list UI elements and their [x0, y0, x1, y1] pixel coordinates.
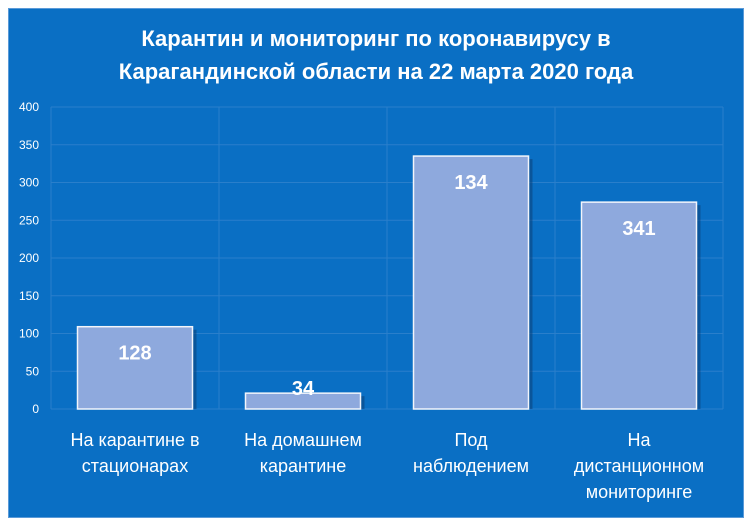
- x-tick-label-0-line-0: На карантине в: [70, 430, 199, 450]
- y-tick-label-150: 150: [19, 289, 39, 303]
- bar-1: [244, 392, 362, 410]
- x-tick-label-1-line-0: На домашнем: [244, 430, 362, 450]
- x-tick-label-2-line-0: Под: [454, 430, 488, 450]
- chart-title-line-1: Карантин и мониторинг по коронавирусу в: [141, 26, 611, 51]
- y-tick-label-100: 100: [19, 327, 39, 341]
- bar-3: [580, 201, 698, 410]
- chart-title: Карантин и мониторинг по коронавирусу в …: [0, 22, 752, 88]
- bar-0: [76, 325, 194, 410]
- x-tick-label-2-line-1: наблюдением: [413, 456, 529, 476]
- x-tick-label-3-line-0: На: [627, 430, 651, 450]
- bar-2: [412, 155, 530, 410]
- data-label-3: 341: [622, 218, 655, 240]
- y-tick-label-350: 350: [19, 138, 39, 152]
- data-label-0: 128: [118, 343, 151, 365]
- x-tick-label-0-line-1: стационарах: [82, 456, 188, 476]
- y-tick-label-400: 400: [19, 100, 39, 114]
- y-tick-label-0: 0: [32, 402, 39, 416]
- x-tick-label-1-line-1: карантине: [260, 456, 347, 476]
- data-label-1: 34: [292, 378, 315, 400]
- x-tick-label-3-line-1: дистанционном: [574, 456, 704, 476]
- y-tick-label-250: 250: [19, 213, 39, 227]
- data-label-2: 134: [454, 172, 488, 194]
- y-tick-label-300: 300: [19, 176, 39, 190]
- y-tick-label-200: 200: [19, 251, 39, 265]
- y-tick-label-50: 50: [26, 364, 40, 378]
- x-tick-label-3-line-2: мониторинге: [586, 482, 693, 502]
- chart-title-line-2: Карагандинской области на 22 марта 2020 …: [118, 59, 634, 84]
